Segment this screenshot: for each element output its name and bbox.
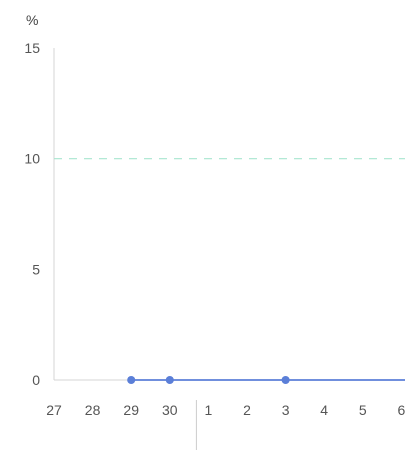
x-tick-label-27: 27 [46, 402, 62, 418]
x-tick-label-3: 3 [282, 402, 290, 418]
x-tick-label-30: 30 [162, 402, 178, 418]
x-tick-label-1: 1 [205, 402, 213, 418]
x-tick-label-28: 28 [85, 402, 101, 418]
x-tick-label-2: 2 [243, 402, 251, 418]
x-tick-label-5: 5 [359, 402, 367, 418]
series-0-point-1 [165, 376, 174, 384]
x-tick-label-4: 4 [320, 402, 328, 418]
x-tick-label-29: 29 [123, 402, 139, 418]
y-tick-label-5: 5 [32, 261, 40, 277]
y-unit-label: % [26, 12, 38, 28]
series-0-point-2 [281, 376, 290, 384]
y-tick-label-15: 15 [24, 40, 40, 56]
series-0-point-0 [127, 376, 136, 384]
y-tick-label-10: 10 [24, 151, 40, 167]
x-tick-label-6: 6 [398, 402, 405, 418]
y-tick-label-0: 0 [32, 372, 40, 388]
